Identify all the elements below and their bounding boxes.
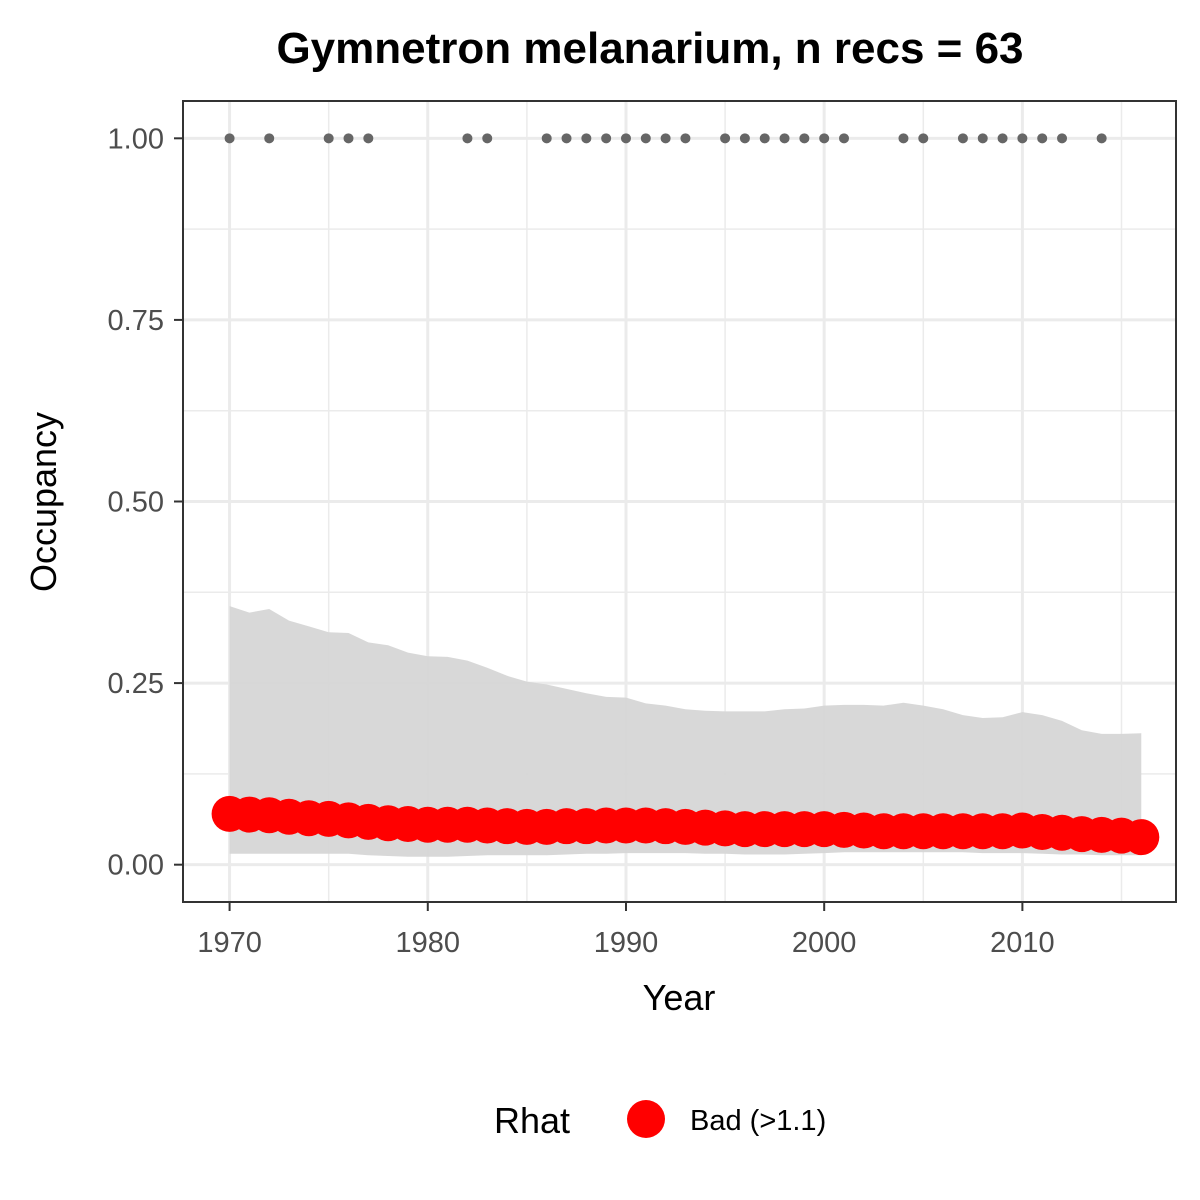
y-tick-label: 0.75 [108,305,164,337]
occupancy-points [211,795,1160,856]
y-tick-label: 0.50 [108,487,164,519]
record-point [561,133,572,144]
record-point [918,133,929,144]
record-point [660,133,671,144]
legend-title: Rhat [494,1100,570,1141]
record-point [323,133,334,144]
record-point [977,133,988,144]
legend-label-bad: Bad (>1.1) [690,1105,826,1137]
record-point [482,133,493,144]
axis-ticks: 1970 1980 1990 2000 2010 0.00 0.25 0.50 0.75 1.00 [108,123,1055,959]
record-point [739,133,750,144]
record-point [819,133,830,144]
record-point [1037,133,1048,144]
chart-title: Gymnetron melanarium, n recs = 63 [276,24,1023,73]
record-points [224,133,1107,144]
record-point [957,133,968,144]
record-point [581,133,592,144]
record-point [640,133,651,144]
record-point [1057,133,1068,144]
record-point [759,133,770,144]
y-tick-label: 0.25 [108,668,164,700]
record-point [720,133,731,144]
record-point [779,133,790,144]
record-point [1096,133,1107,144]
record-point [1017,133,1028,144]
record-point [224,133,235,144]
x-tick-label: 1970 [197,927,262,959]
record-point [997,133,1008,144]
record-point [541,133,552,144]
x-tick-label: 2010 [990,927,1055,959]
legend: Rhat Bad (>1.1) [494,1100,826,1141]
record-point [898,133,909,144]
y-tick-label: 0.00 [108,850,164,882]
record-point [264,133,275,144]
record-point [680,133,691,144]
record-point [601,133,612,144]
record-point [363,133,374,144]
x-axis-title: Year [643,977,716,1018]
x-tick-label: 2000 [792,927,857,959]
x-tick-label: 1990 [594,927,659,959]
record-point [343,133,354,144]
legend-key-bad [627,1100,665,1138]
record-point [620,133,631,144]
record-point [799,133,810,144]
credible-interval-band [229,606,1142,857]
y-tick-label: 1.00 [108,123,164,155]
x-tick-label: 1980 [396,927,461,959]
occupancy-point [1123,819,1160,856]
ci-ribbon [229,606,1142,857]
y-axis-title: Occupancy [23,412,64,592]
record-point [839,133,850,144]
record-point [462,133,473,144]
